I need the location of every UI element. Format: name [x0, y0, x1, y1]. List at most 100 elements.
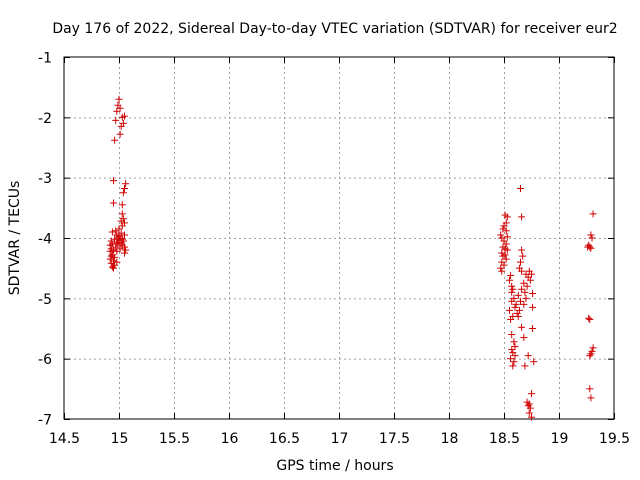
- data-point: [121, 249, 128, 257]
- x-axis-ticks: 14.5 15 15.5 16 16.5 17 17.5 18 18.5 19 19.5: [49, 57, 630, 447]
- data-point: [514, 312, 522, 320]
- data-point: [587, 244, 595, 252]
- data-point: [108, 228, 116, 236]
- data-point: [498, 249, 506, 257]
- x-tick-label: 16.5: [269, 431, 300, 447]
- data-point: [589, 210, 597, 218]
- data-point: [588, 234, 596, 242]
- y-tick-label: -4: [38, 232, 52, 248]
- data-point: [518, 246, 526, 254]
- y-tick-label: -5: [38, 292, 52, 308]
- chart-title: Day 176 of 2022, Sidereal Day-to-day VTE…: [52, 21, 617, 37]
- data-point: [498, 267, 506, 275]
- data-point: [121, 112, 128, 120]
- data-point: [118, 201, 126, 209]
- x-tick-label: 19.5: [599, 431, 630, 447]
- data-point: [586, 385, 594, 393]
- data-point: [118, 222, 126, 230]
- data-point: [118, 235, 126, 243]
- data-point: [113, 107, 121, 115]
- data-point: [110, 246, 117, 254]
- data-point: [517, 185, 524, 193]
- data-point: [521, 362, 529, 370]
- data-point: [507, 271, 515, 279]
- data-point: [106, 255, 114, 263]
- y-tick-label: -3: [38, 171, 52, 187]
- data-point: [585, 314, 593, 322]
- x-tick-label: 17.5: [379, 431, 410, 447]
- data-point: [586, 315, 594, 323]
- data-point: [119, 189, 127, 197]
- data-point: [511, 352, 519, 360]
- data-point: [529, 325, 537, 332]
- data-point: [528, 413, 535, 421]
- data-point: [584, 243, 592, 251]
- data-point: [503, 246, 511, 254]
- data-point: [502, 227, 510, 235]
- y-tick-label: -1: [38, 51, 52, 67]
- data-point: [121, 231, 128, 239]
- x-tick-label: 17: [331, 431, 349, 447]
- data-point: [587, 394, 595, 402]
- data-point: [509, 285, 517, 293]
- data-point: [508, 346, 516, 354]
- data-point: [111, 253, 119, 261]
- data-points: [106, 95, 597, 421]
- x-tick-label: 19: [551, 431, 569, 447]
- data-point: [518, 213, 526, 221]
- data-point: [507, 355, 515, 363]
- data-point: [528, 390, 535, 398]
- x-tick-label: 15: [111, 431, 129, 447]
- data-point: [110, 177, 117, 185]
- data-point: [502, 240, 510, 248]
- data-point: [522, 294, 530, 302]
- data-point: [511, 303, 519, 311]
- data-point: [500, 222, 508, 230]
- data-point: [116, 104, 124, 112]
- data-point: [503, 213, 511, 221]
- y-tick-label: -7: [38, 413, 52, 429]
- data-point: [107, 237, 115, 245]
- data-point: [111, 235, 119, 243]
- data-point: [526, 404, 534, 412]
- data-point: [518, 285, 526, 293]
- data-point: [529, 303, 537, 311]
- data-point: [510, 358, 518, 366]
- data-point: [107, 259, 115, 267]
- data-point: [529, 290, 537, 298]
- data-point: [497, 231, 505, 239]
- data-point: [108, 263, 116, 271]
- data-point: [586, 352, 594, 360]
- data-point: [499, 252, 507, 260]
- data-point: [518, 323, 526, 331]
- data-point: [115, 225, 123, 233]
- data-point: [514, 291, 522, 299]
- data-point: [508, 288, 516, 296]
- x-tick-label: 16: [221, 431, 239, 447]
- data-point: [115, 95, 123, 103]
- x-axis-label: GPS time / hours: [276, 458, 393, 474]
- x-tick-label: 18: [441, 431, 459, 447]
- data-point: [510, 338, 518, 346]
- data-point: [122, 180, 130, 188]
- data-point: [587, 350, 595, 358]
- data-point: [587, 231, 595, 239]
- y-tick-label: -6: [38, 352, 52, 368]
- data-point: [508, 297, 516, 305]
- data-point: [520, 300, 528, 308]
- data-point: [512, 300, 520, 308]
- data-point: [524, 352, 532, 360]
- data-point: [526, 276, 534, 284]
- data-point: [500, 261, 508, 269]
- data-point: [113, 247, 121, 255]
- data-point: [116, 130, 124, 138]
- data-point: [112, 116, 120, 124]
- data-point: [519, 252, 527, 260]
- data-point: [117, 122, 125, 130]
- data-point: [506, 306, 513, 314]
- y-axis-label: SDTVAR / TECUs: [7, 181, 23, 296]
- data-point: [506, 276, 513, 284]
- data-point: [508, 282, 516, 290]
- data-point: [112, 227, 120, 235]
